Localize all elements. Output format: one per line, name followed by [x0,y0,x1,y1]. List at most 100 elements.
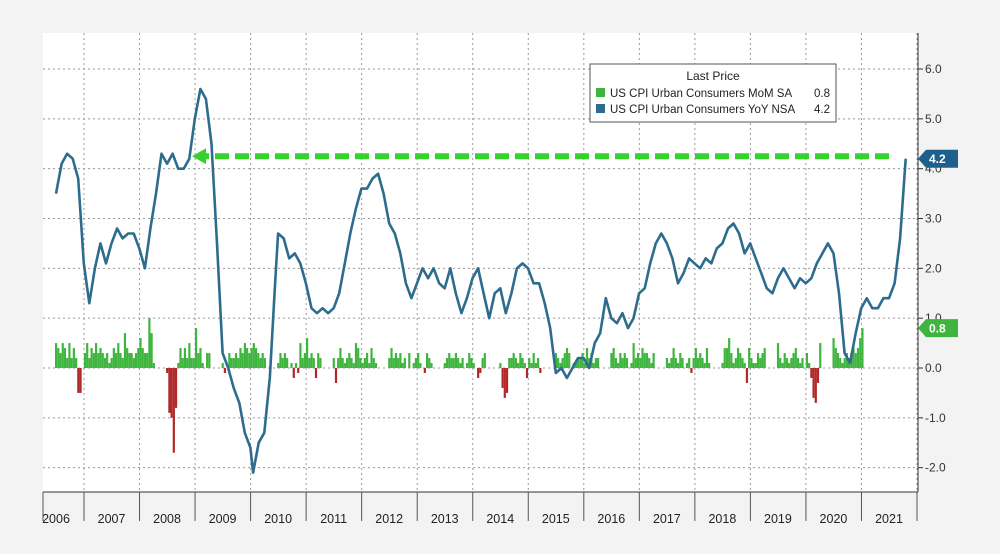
x-tick-label: 2006 [42,512,70,526]
mom-bar-positive [425,353,429,368]
mom-bar-positive [239,348,242,368]
mom-bar-positive [679,353,682,368]
mom-bar-positive [741,358,744,368]
mom-bar-positive [186,358,189,368]
mom-bar-positive [781,363,784,368]
mom-bar-negative [314,368,318,378]
mom-bar-positive [388,358,391,368]
mom-bar-negative [505,368,509,393]
legend: Last Price US CPI Urban Consumers MoM SA… [589,63,837,123]
mom-bar-positive [832,338,835,368]
yoy-line-layer [54,87,907,474]
mom-bar-positive [585,348,589,368]
mom-bar-positive [783,353,786,368]
mom-bar-positive [481,358,484,368]
mom-bar-positive [450,358,453,368]
mom-bar-positive [401,363,404,368]
x-tick-label: 2007 [98,512,126,526]
mom-bar-positive [117,343,120,368]
mom-bar-positive [417,353,420,368]
mom-bar-positive [337,358,340,368]
mom-bar-positive [197,353,200,368]
mom-bar-negative [297,368,300,373]
mom-bar-positive [101,353,104,368]
mom-bar-positive [619,353,622,368]
mom-bar-positive [112,348,115,368]
mom-bar-positive [123,333,127,368]
mom-bar-positive [108,363,111,368]
mom-bar-positive [368,363,371,368]
mom-bar-positive [188,343,191,368]
mom-bar-positive [701,358,704,368]
y-tick-label: 0.0 [925,361,942,375]
mom-bar-positive [345,358,349,368]
x-tick-label: 2011 [320,512,347,526]
mom-bar-positive [472,363,475,368]
mom-bar-positive [181,358,184,368]
mom-bar-positive [730,353,733,368]
y-tick-label: -2.0 [925,461,946,475]
mom-bar-positive [350,358,353,368]
mom-bar-positive [263,358,267,368]
mom-bar-positive [179,348,182,368]
mom-bar-negative [812,368,815,398]
mom-bar-positive [243,343,247,368]
mom-bar-positive [468,353,471,368]
mom-bar-positive [836,353,840,368]
mom-bar-positive [645,353,649,368]
mom-bar-positive [246,348,249,368]
x-tick-label: 2014 [486,512,514,526]
mom-bar-positive [748,348,751,368]
mom-bar-positive [90,348,93,368]
mom-bar-positive [723,348,726,368]
mom-bar-negative [174,368,178,408]
mom-bar-positive [248,353,251,368]
mom-bar-positive [132,358,135,368]
mom-bar-positive [581,353,584,368]
mom-bar-positive [141,348,144,368]
mom-bar-positive [63,348,67,368]
legend-value-mom: 0.8 [814,88,830,100]
mom-bar-positive [250,348,253,368]
mom-bar-positive [374,363,378,368]
y-tick-label: 6.0 [925,62,942,76]
mom-bar-positive [636,353,640,368]
mom-bar-positive [834,348,837,368]
mom-bar-positive [310,353,313,368]
mom-bar-positive [688,358,691,368]
mom-bar-negative [690,368,693,373]
mom-bar-negative [503,368,506,398]
mom-bar-positive [86,343,89,368]
mom-bar-positive [856,348,860,368]
mom-bar-positive [652,353,655,368]
mom-bar-negative [423,368,426,373]
mom-bar-positive [643,353,646,368]
mom-bar-negative [525,368,529,378]
mom-bar-positive [510,358,513,368]
mom-bar-positive [534,363,538,368]
mom-bar-positive [557,358,560,368]
mom-bar-positive [761,353,764,368]
legend-swatch-yoy [596,104,605,113]
y-tick-label: 5.0 [925,112,942,126]
mom-bar-positive [641,348,644,368]
mom-bar-positive [390,348,393,368]
mom-bar-positive [577,358,580,368]
mom-bar-positive [794,348,797,368]
mom-bar-positive [332,358,335,368]
mom-bar-positive [303,353,306,368]
mom-bar-negative [479,368,482,373]
mom-bar-positive [61,343,64,368]
mom-bar-positive [630,363,633,368]
mom-bar-positive [221,363,224,368]
mom-bar-positive [88,358,91,368]
mom-bar-positive [612,348,615,368]
mom-bar-positive [750,358,753,368]
mom-bar-positive [610,353,613,368]
mom-bar-positive [676,363,680,368]
mom-bar-positive [532,353,535,368]
mom-bar-positive [232,358,235,368]
mom-bar-positive [137,348,140,368]
mom-bar-positive [419,363,422,368]
